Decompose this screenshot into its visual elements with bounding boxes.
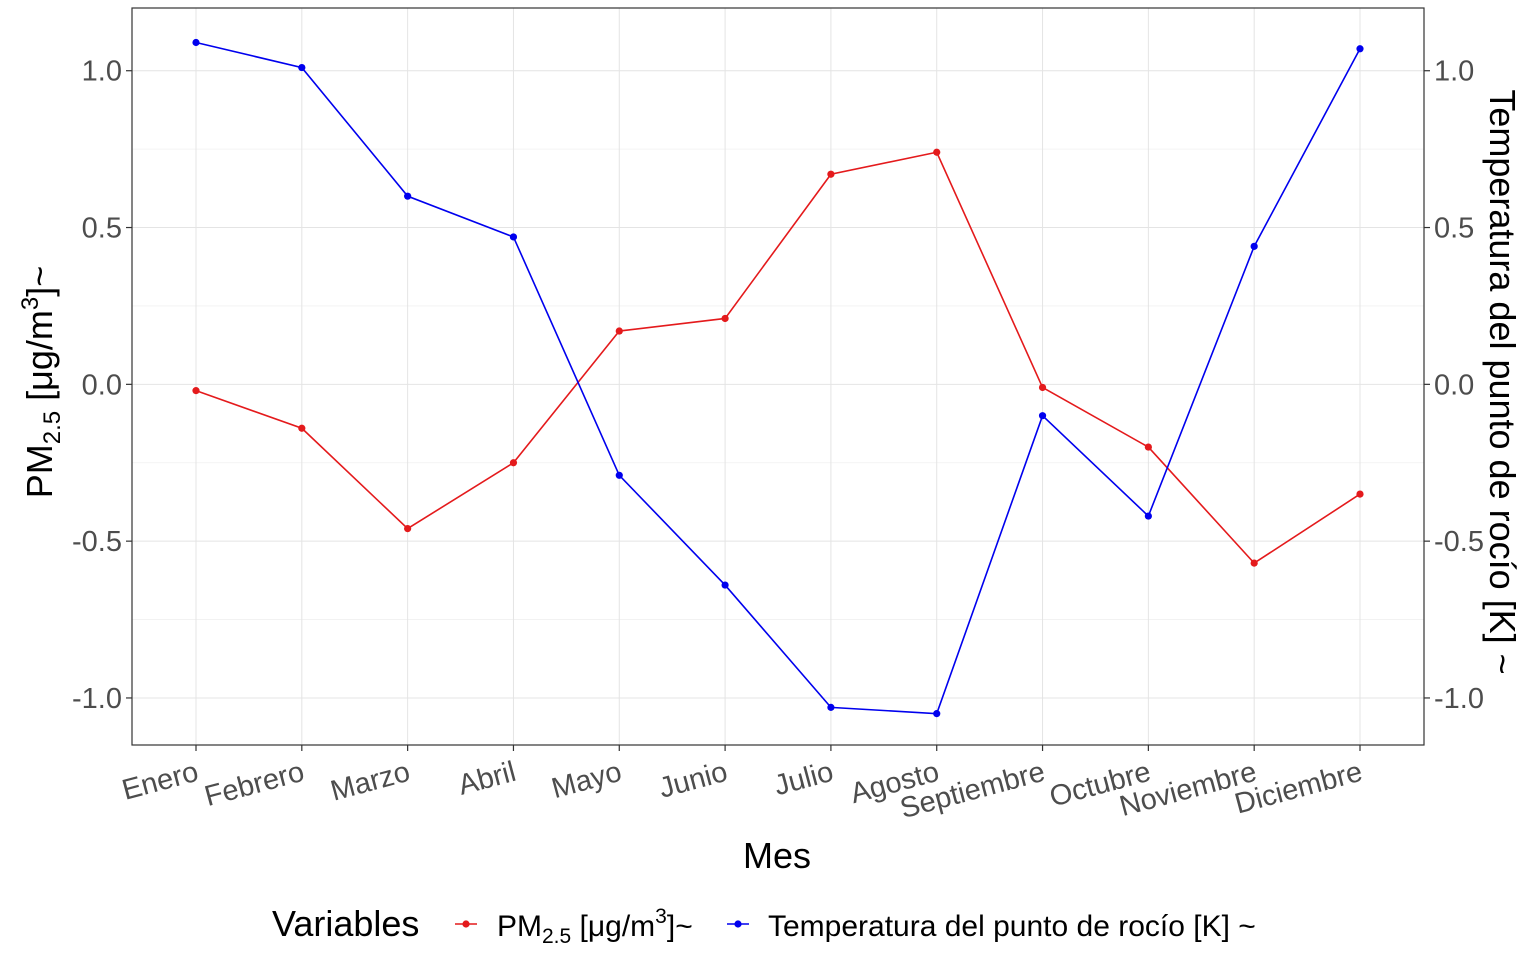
data-point-0: [933, 148, 941, 156]
data-point-0: [721, 314, 729, 323]
legend-item-pm25: PM2.5 [μg/m3]~: [455, 905, 693, 948]
y-left-post: ]~: [19, 266, 60, 297]
data-point-1: [1356, 45, 1364, 53]
grid: [132, 8, 1424, 745]
legend-label-pm25: PM2.5 [μg/m3]~: [497, 905, 693, 948]
y-left-pre: [μg/m: [19, 310, 60, 411]
series-layer: [192, 38, 1364, 718]
legend-pm-pre: [μg/m: [571, 910, 655, 943]
data-point-0: [192, 387, 200, 395]
legend-key-point: [734, 920, 742, 928]
y-tick-label-left: 0.0: [82, 369, 122, 401]
data-point-0: [1250, 559, 1258, 567]
y-tick-label-right: 0.0: [1434, 369, 1474, 401]
data-point-0: [298, 424, 306, 432]
x-axis-title: Mes: [743, 835, 811, 876]
y-left-sub: 2.5: [39, 411, 66, 444]
series-line-1: [195, 41, 1361, 715]
data-point-0: [509, 459, 518, 467]
data-point-0: [404, 525, 412, 533]
data-point-1: [615, 471, 623, 479]
y-tick-label-left: 0.5: [82, 213, 122, 245]
y-left-base: PM: [19, 444, 60, 498]
legend-item-temperature: Temperatura del punto de rocío [K] ~: [727, 910, 1256, 943]
legend-pm-base: PM: [497, 910, 542, 943]
data-point-0: [615, 327, 623, 335]
data-point-1: [721, 581, 729, 589]
data-point-1: [509, 233, 518, 241]
y-axis-title-left: PM2.5 [μg/m3]~: [17, 266, 66, 499]
series-line-0: [195, 151, 1361, 565]
y-tick-label-right: -1.0: [1434, 683, 1484, 715]
legend-key-point: [462, 920, 470, 928]
legend-pm-sup: 3: [655, 905, 667, 928]
y-axis-title-right: Temperatura del punto de rocío [K] ~: [1482, 89, 1523, 674]
data-point-0: [1038, 383, 1047, 392]
y-tick-label-right: 0.5: [1434, 213, 1474, 245]
data-point-1: [1144, 512, 1152, 520]
data-point-1: [404, 192, 412, 200]
data-point-1: [298, 63, 306, 72]
y-tick-label-left: -1.0: [72, 683, 122, 715]
legend-pm-sub: 2.5: [542, 925, 571, 948]
data-point-1: [192, 38, 200, 47]
data-point-0: [1356, 490, 1364, 498]
legend-pm-post: ]~: [667, 910, 693, 943]
y-tick-label-left: 1.0: [82, 56, 122, 88]
y-tick-label-left: -0.5: [72, 526, 122, 558]
data-point-1: [827, 703, 835, 711]
y-tick-label-right: -0.5: [1434, 526, 1484, 558]
data-point-1: [1038, 412, 1047, 420]
y-left-sup: 3: [17, 297, 44, 310]
data-point-1: [933, 710, 941, 718]
legend-title: Variables: [272, 903, 419, 944]
y-tick-label-right: 1.0: [1434, 56, 1474, 88]
data-point-0: [1144, 443, 1152, 451]
panel-border: [131, 7, 1425, 746]
data-point-1: [1250, 242, 1258, 250]
legend: Variables PM2.5 [μg/m3]~ Temperatura del…: [272, 903, 1256, 948]
legend-label-temperature: Temperatura del punto de rocío [K] ~: [768, 910, 1256, 943]
data-point-0: [827, 170, 835, 178]
